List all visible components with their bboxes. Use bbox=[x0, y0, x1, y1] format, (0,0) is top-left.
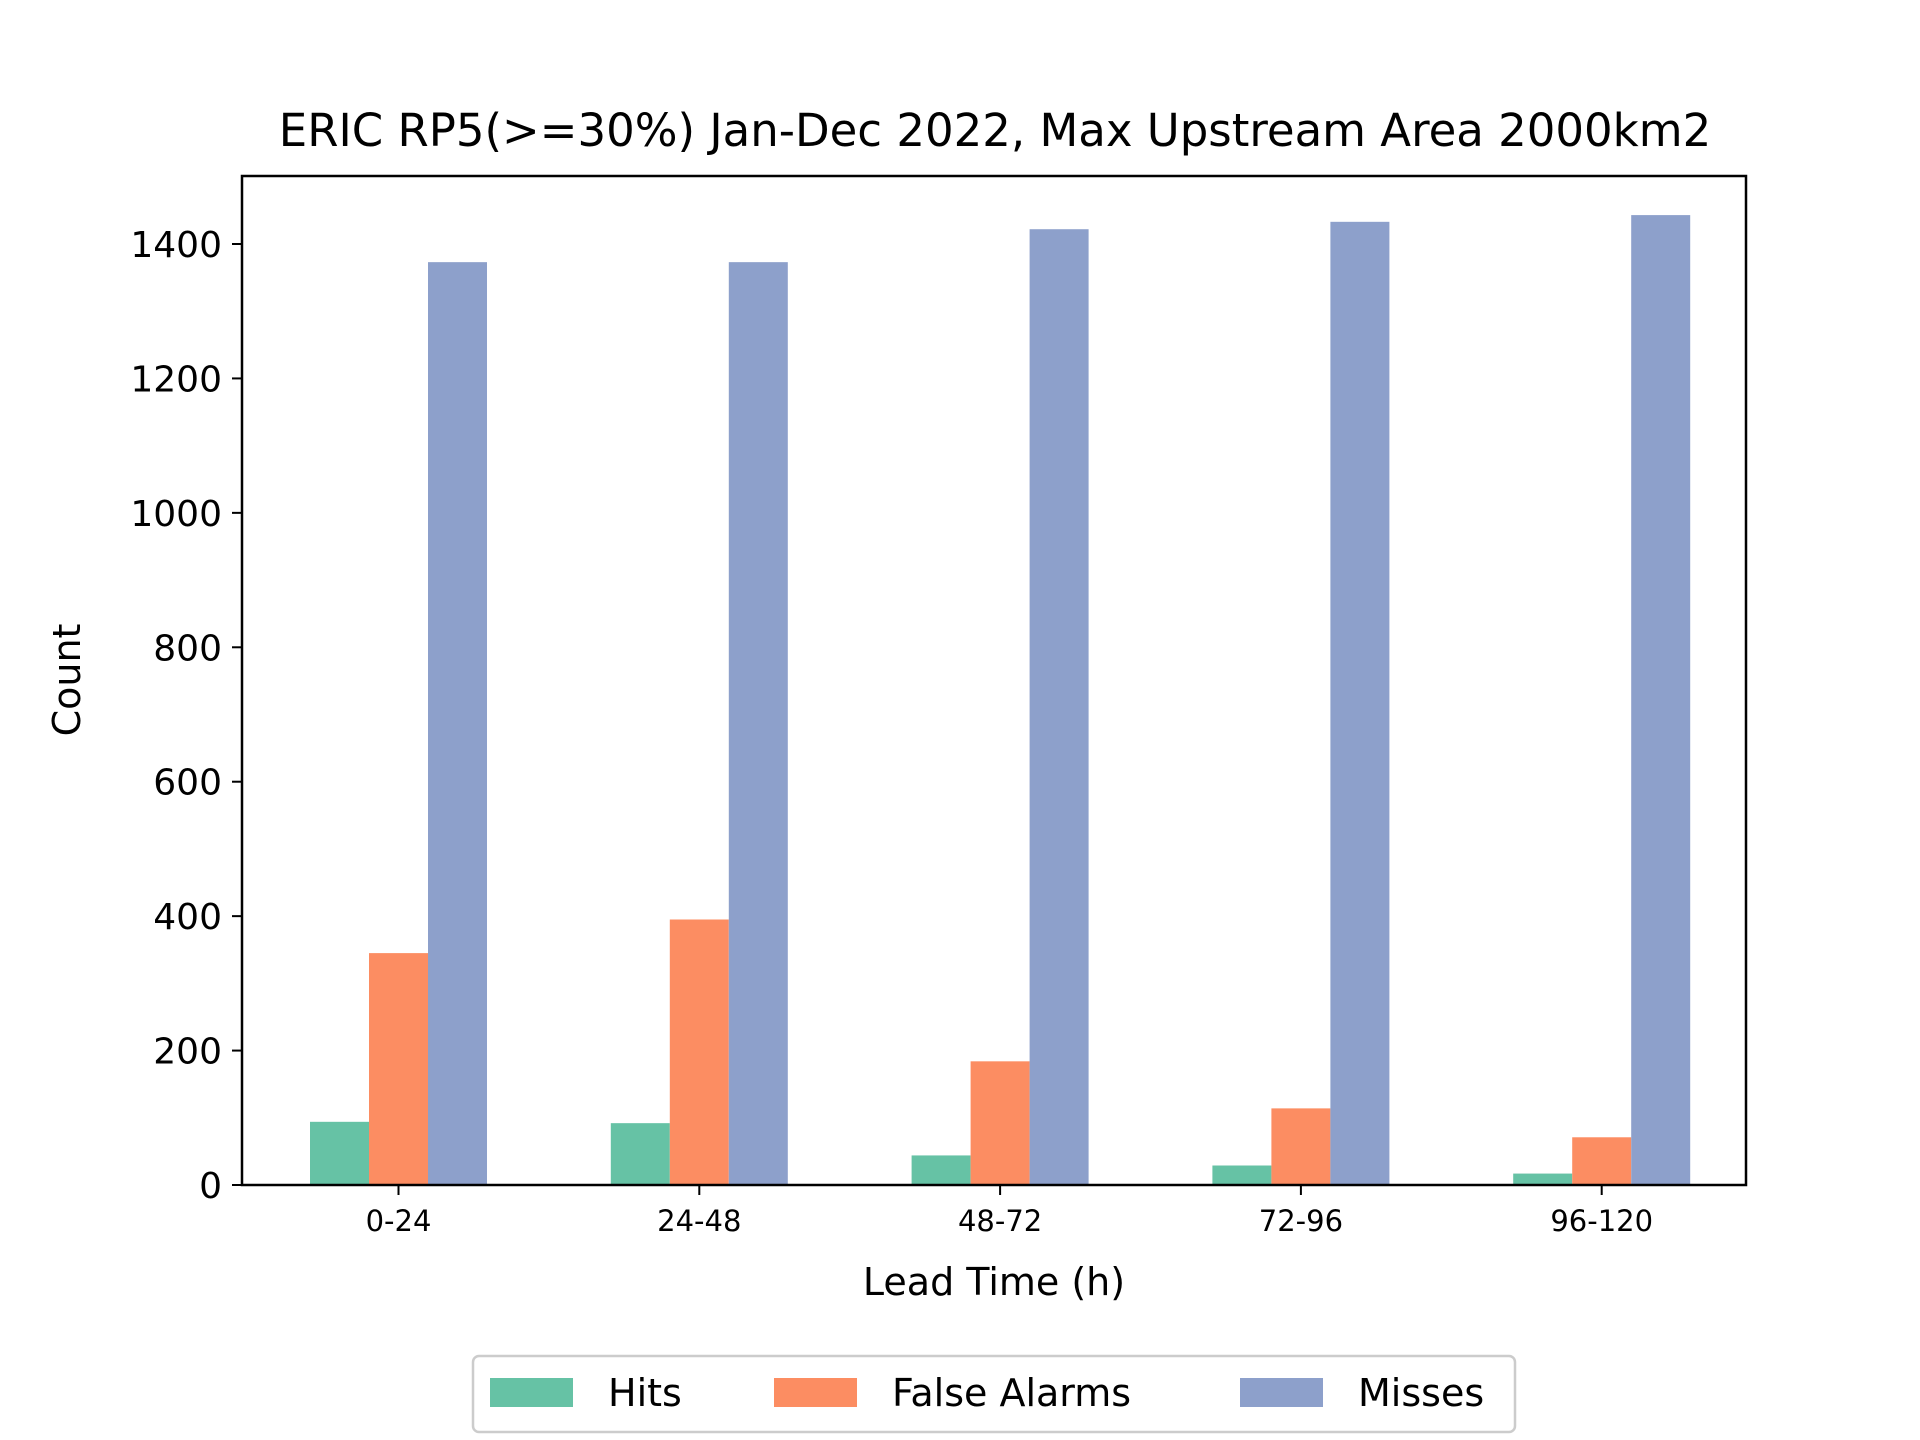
plot-frame bbox=[240, 174, 1748, 1187]
y-tick-label: 200 bbox=[153, 1032, 222, 1073]
bar-false-alarms-48-72 bbox=[970, 1061, 1030, 1185]
y-tick-label: 0 bbox=[199, 1166, 222, 1207]
y-tick-label: 400 bbox=[153, 897, 222, 938]
bar-false-alarms-96-120 bbox=[1572, 1137, 1632, 1185]
legend-swatch-hits bbox=[490, 1378, 573, 1407]
x-tick-label: 72-96 bbox=[1259, 1204, 1343, 1238]
legend-label: False Alarms bbox=[892, 1371, 1131, 1415]
legend-label: Misses bbox=[1358, 1371, 1484, 1415]
bar-hits-48-72 bbox=[911, 1155, 971, 1185]
bar-hits-96-120 bbox=[1513, 1173, 1573, 1185]
bar-misses-96-120 bbox=[1631, 215, 1691, 1186]
legend-label: Hits bbox=[608, 1371, 682, 1415]
bar-misses-24-48 bbox=[728, 262, 788, 1186]
y-tick-label: 1200 bbox=[130, 359, 222, 400]
y-tick-label: 800 bbox=[153, 628, 222, 669]
bar-misses-72-96 bbox=[1330, 221, 1390, 1186]
bars-layer bbox=[310, 215, 1691, 1186]
x-tick-label: 0-24 bbox=[366, 1204, 432, 1238]
x-tick-label: 96-120 bbox=[1550, 1204, 1653, 1238]
bar-hits-0-24 bbox=[310, 1121, 369, 1185]
y-tick-label: 1400 bbox=[130, 225, 222, 266]
bar-hits-24-48 bbox=[610, 1123, 670, 1185]
legend-swatch-misses bbox=[1240, 1378, 1323, 1407]
legend-swatch-false-alarms bbox=[774, 1378, 857, 1407]
bar-false-alarms-0-24 bbox=[369, 953, 428, 1185]
y-axis: 0 200 400 600 800 1000 1200 1400 bbox=[130, 225, 242, 1207]
bar-false-alarms-72-96 bbox=[1271, 1108, 1331, 1185]
x-tick-label: 24-48 bbox=[657, 1204, 741, 1238]
legend: Hits False Alarms Misses bbox=[471, 1354, 1517, 1434]
bar-misses-48-72 bbox=[1029, 229, 1089, 1185]
x-axis: 0-24 24-48 48-72 72-96 96-120 bbox=[366, 1185, 1653, 1238]
bar-hits-72-96 bbox=[1212, 1165, 1272, 1185]
legend-frame bbox=[471, 1354, 1517, 1434]
y-axis-label: Count bbox=[45, 624, 89, 737]
bar-false-alarms-24-48 bbox=[669, 919, 729, 1185]
bar-misses-0-24 bbox=[428, 262, 487, 1186]
y-tick-label: 1000 bbox=[130, 494, 222, 535]
x-tick-label: 48-72 bbox=[958, 1204, 1042, 1238]
chart-title: ERIC RP5(>=30%) Jan-Dec 2022, Max Upstre… bbox=[279, 104, 1711, 157]
y-tick-label: 600 bbox=[153, 763, 222, 804]
x-axis-label: Lead Time (h) bbox=[863, 1260, 1125, 1304]
